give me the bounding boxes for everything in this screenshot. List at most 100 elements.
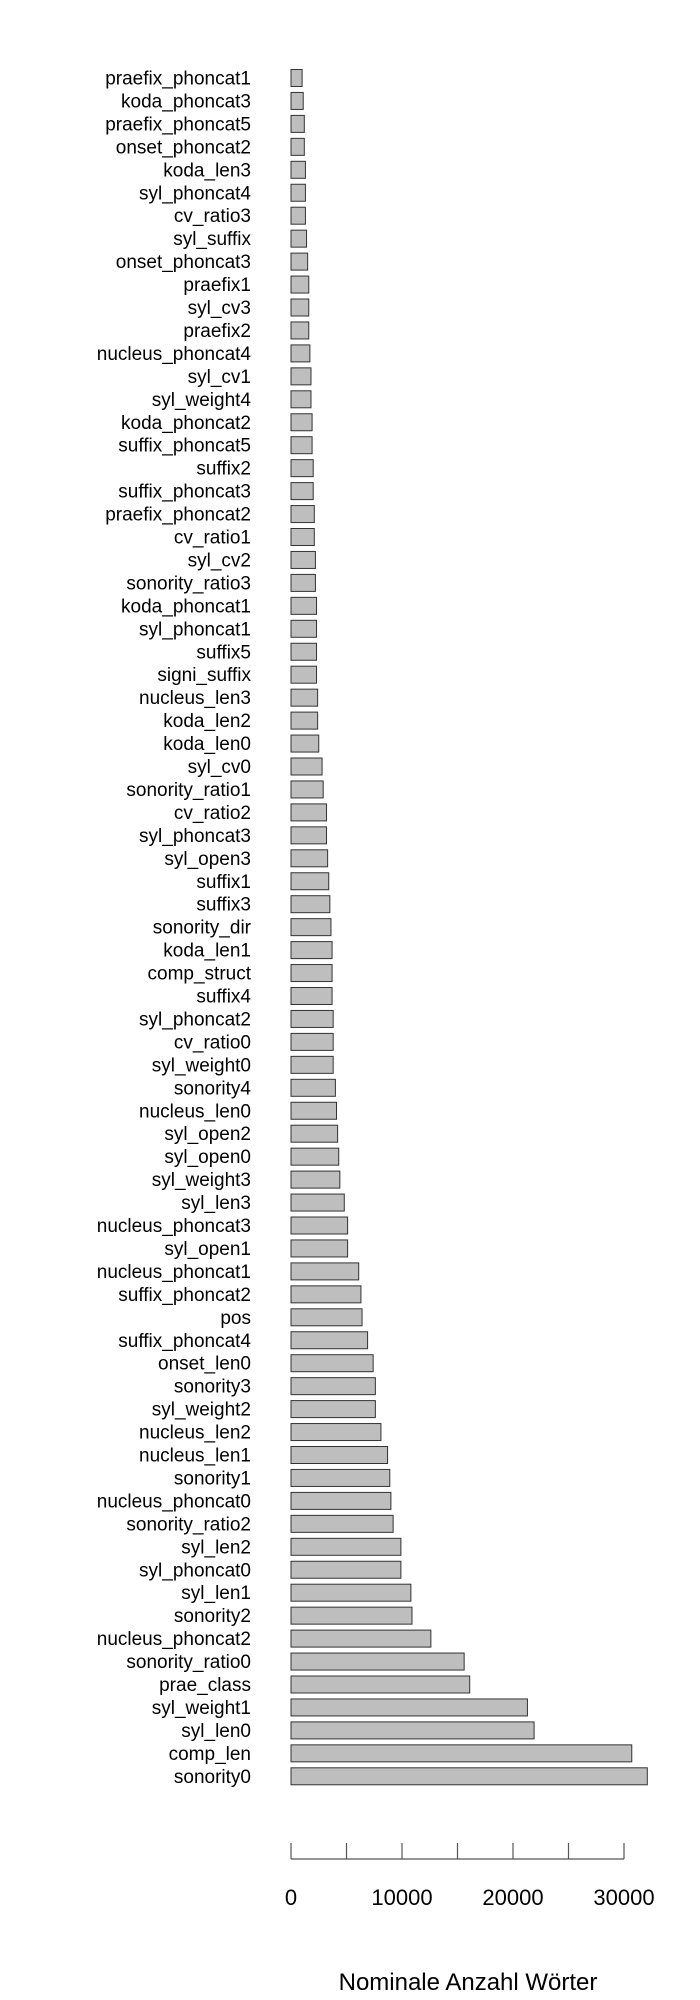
category-label: praefix_phoncat2 [105, 505, 251, 526]
bar-sonority_dir [290, 918, 332, 937]
bar-syl_len2 [290, 1537, 402, 1556]
category-label: koda_len2 [163, 711, 251, 732]
category-label: praefix_phoncat1 [105, 69, 251, 90]
bar-suffix_phoncat2 [290, 1285, 362, 1304]
category-label: nucleus_phoncat2 [97, 1629, 251, 1650]
category-label: suffix1 [196, 872, 251, 893]
category-label: suffix3 [196, 895, 251, 916]
category-label: prae_class [159, 1675, 251, 1696]
category-label: syl_phoncat0 [139, 1560, 251, 1581]
category-label: suffix4 [196, 987, 251, 1008]
bar-cv_ratio0 [290, 1032, 334, 1051]
category-label: nucleus_phoncat1 [97, 1262, 251, 1283]
category-label: cv_ratio1 [174, 528, 251, 549]
category-label: sonority_ratio1 [126, 780, 251, 801]
bar-syl_cv1 [290, 367, 312, 386]
category-label: syl_phoncat2 [139, 1009, 251, 1030]
category-label: koda_phoncat1 [121, 596, 251, 617]
bar-suffix2 [290, 459, 314, 478]
category-label: nucleus_len3 [139, 688, 251, 709]
bar-syl_open2 [290, 1124, 339, 1143]
category-label: cv_ratio3 [174, 206, 251, 227]
bar-sonority1 [290, 1468, 391, 1487]
category-labels: praefix_phoncat1koda_phoncat3praefix_pho… [97, 69, 252, 1788]
category-label: koda_len1 [163, 941, 251, 962]
bar-suffix_phoncat4 [290, 1331, 369, 1350]
category-label: nucleus_len1 [139, 1446, 251, 1467]
bar-syl_cv0 [290, 757, 323, 776]
category-label: syl_len1 [181, 1583, 251, 1604]
category-label: onset_phoncat3 [116, 252, 251, 273]
category-label: syl_weight1 [152, 1698, 251, 1719]
category-label: signi_suffix [157, 665, 251, 686]
bar-onset_phoncat3 [290, 252, 309, 271]
category-label: syl_weight3 [152, 1170, 251, 1191]
bar-cv_ratio1 [290, 528, 315, 546]
x-axis-title: Nominale Anzahl Wörter [339, 1969, 598, 1996]
category-label: sonority_dir [153, 918, 252, 939]
bar-syl_weight3 [290, 1170, 341, 1189]
bar-praefix_phoncat2 [290, 505, 315, 524]
category-label: syl_open2 [164, 1124, 251, 1145]
bar-comp_len [290, 1744, 633, 1763]
bar-sonority_ratio3 [290, 573, 316, 592]
bar-praefix_phoncat1 [290, 69, 303, 87]
category-label: onset_phoncat2 [116, 137, 251, 158]
x-axis-ticks [290, 1843, 625, 1859]
bar-nucleus_len0 [290, 1101, 338, 1120]
bar-sonority_ratio2 [290, 1514, 394, 1533]
category-label: suffix_phoncat4 [118, 1331, 251, 1352]
bar-koda_len0 [290, 734, 320, 753]
category-label: syl_open3 [164, 849, 251, 870]
category-label: praefix_phoncat5 [105, 114, 251, 135]
category-label: syl_weight0 [152, 1055, 251, 1076]
category-label: sonority_ratio2 [126, 1514, 251, 1535]
category-label: syl_cv2 [188, 550, 251, 571]
bar-koda_len3 [290, 160, 306, 179]
category-label: syl_phoncat1 [139, 619, 251, 640]
x-axis: 0 10000 20000 30000 [285, 1843, 655, 1910]
bar-syl_phoncat0 [290, 1560, 402, 1579]
bar-nucleus_phoncat4 [290, 344, 311, 363]
category-label: cv_ratio2 [174, 803, 251, 824]
bar-syl_phoncat4 [290, 183, 306, 202]
bar-suffix1 [290, 872, 330, 891]
bar-syl_open0 [290, 1147, 340, 1166]
bar-sonority3 [290, 1377, 376, 1396]
bar-syl_len0 [290, 1721, 535, 1740]
category-label: nucleus_phoncat0 [97, 1491, 251, 1512]
category-label: suffix_phoncat5 [118, 436, 251, 457]
category-label: syl_len0 [181, 1721, 251, 1742]
x-tick-label: 10000 [371, 1885, 432, 1910]
category-label: syl_phoncat3 [139, 826, 251, 847]
bar-syl_len3 [290, 1193, 345, 1212]
bar-suffix_phoncat5 [290, 436, 313, 455]
category-label: syl_cv0 [188, 757, 251, 778]
bar-nucleus_phoncat2 [290, 1629, 432, 1648]
category-label: koda_len0 [163, 734, 251, 755]
category-label: syl_cv3 [188, 298, 251, 319]
bar-nucleus_phoncat3 [290, 1216, 349, 1235]
category-label: syl_suffix [173, 229, 251, 250]
bar-koda_phoncat3 [290, 91, 304, 110]
bar-praefix1 [290, 275, 310, 294]
category-label: nucleus_len2 [139, 1423, 251, 1444]
bar-syl_open1 [290, 1239, 349, 1258]
category-label: comp_struct [148, 964, 252, 985]
bar-koda_len1 [290, 941, 333, 960]
category-label: sonority0 [174, 1767, 251, 1788]
bar-nucleus_len2 [290, 1423, 382, 1442]
bar-syl_open3 [290, 849, 329, 868]
bar-syl_phoncat2 [290, 1009, 334, 1028]
bar-koda_len2 [290, 711, 319, 730]
bar-syl_phoncat3 [290, 826, 328, 845]
category-label: sonority_ratio3 [126, 573, 251, 594]
category-label: syl_weight2 [152, 1400, 251, 1421]
category-label: nucleus_phoncat4 [97, 344, 252, 365]
category-label: syl_phoncat4 [139, 183, 251, 204]
bar-syl_weight0 [290, 1055, 334, 1074]
category-label: koda_phoncat3 [121, 91, 251, 112]
bar-koda_phoncat1 [290, 596, 318, 615]
bar-suffix3 [290, 895, 331, 914]
category-label: nucleus_phoncat3 [97, 1216, 251, 1237]
